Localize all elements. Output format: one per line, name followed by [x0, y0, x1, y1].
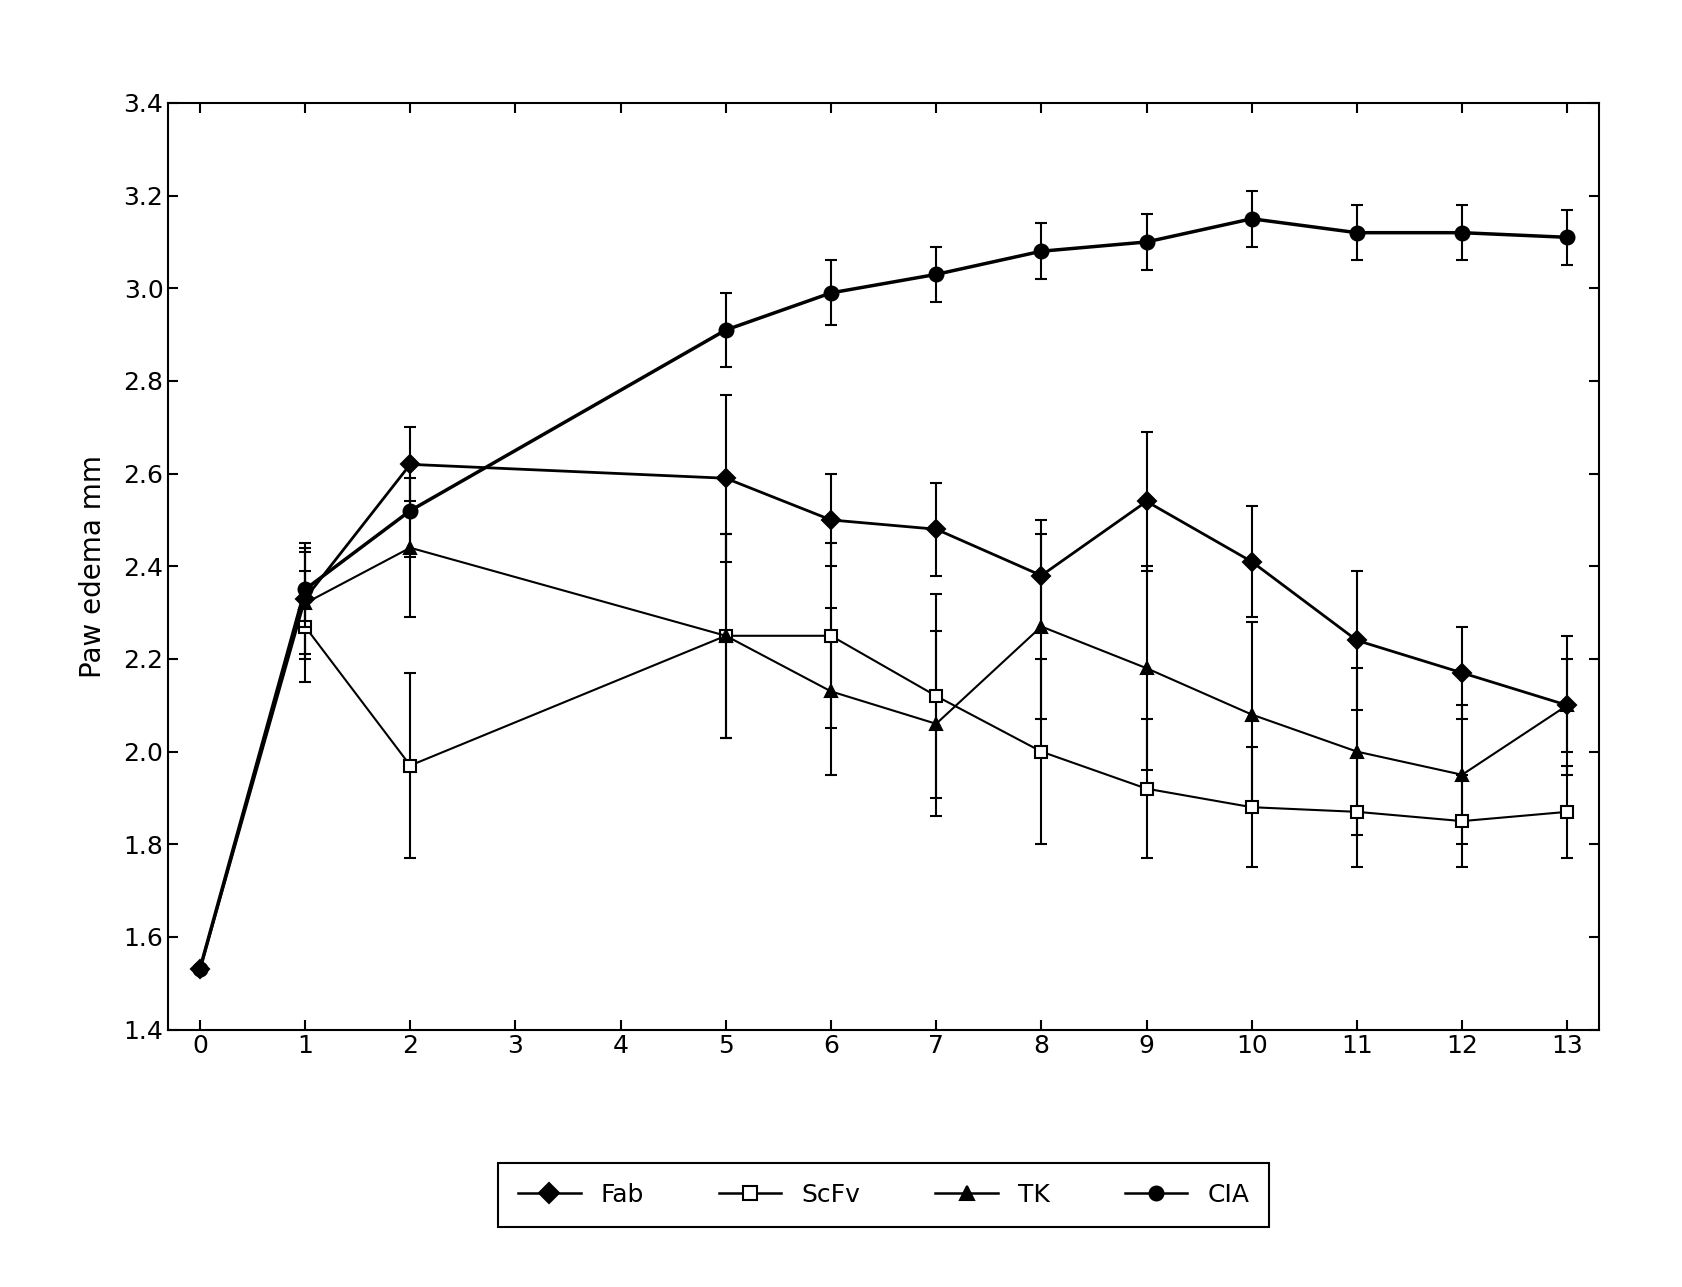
Legend: Fab, ScFv, TK, CIA: Fab, ScFv, TK, CIA: [498, 1162, 1268, 1227]
Y-axis label: Paw edema mm: Paw edema mm: [79, 454, 106, 678]
